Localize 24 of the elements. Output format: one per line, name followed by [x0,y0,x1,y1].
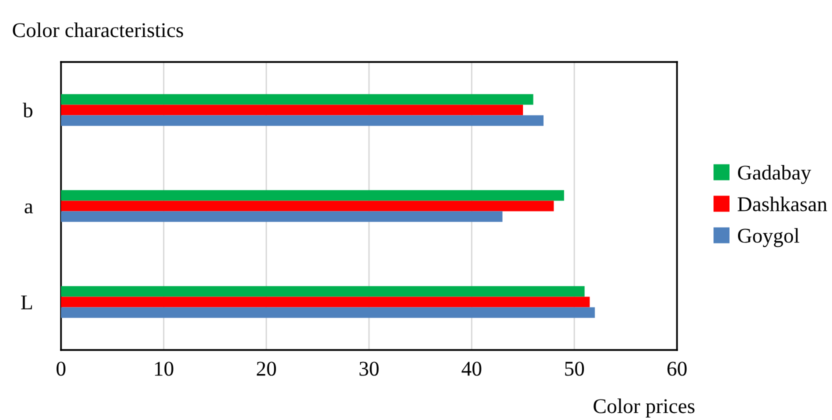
bar [61,190,564,201]
x-tick-label: 30 [360,362,379,376]
bar [61,200,554,212]
x-axis-title: Color prices [594,398,694,418]
bar [61,94,534,105]
y-tick-label: L [21,296,32,310]
x-tick-label: 40 [462,362,482,376]
x-tick-label: 20 [256,362,276,376]
x-tick-label: 10 [155,362,174,376]
legend-label: Gadabay [738,165,812,184]
x-tick-label: 50 [565,362,584,376]
bar [61,115,544,126]
x-tick-label: 60 [667,362,687,376]
y-tick-label: a [24,203,33,214]
y-axis-title: Color characteristics [12,22,184,38]
bar [61,211,502,222]
bar [61,286,585,297]
bar [61,307,595,318]
bar [61,104,523,116]
legend-label: Goygol [738,228,800,248]
x-tick-label: 0 [56,362,66,376]
bar [61,296,590,308]
y-tick-label: b [22,102,32,118]
legend-label: Dashkasan [738,196,828,212]
